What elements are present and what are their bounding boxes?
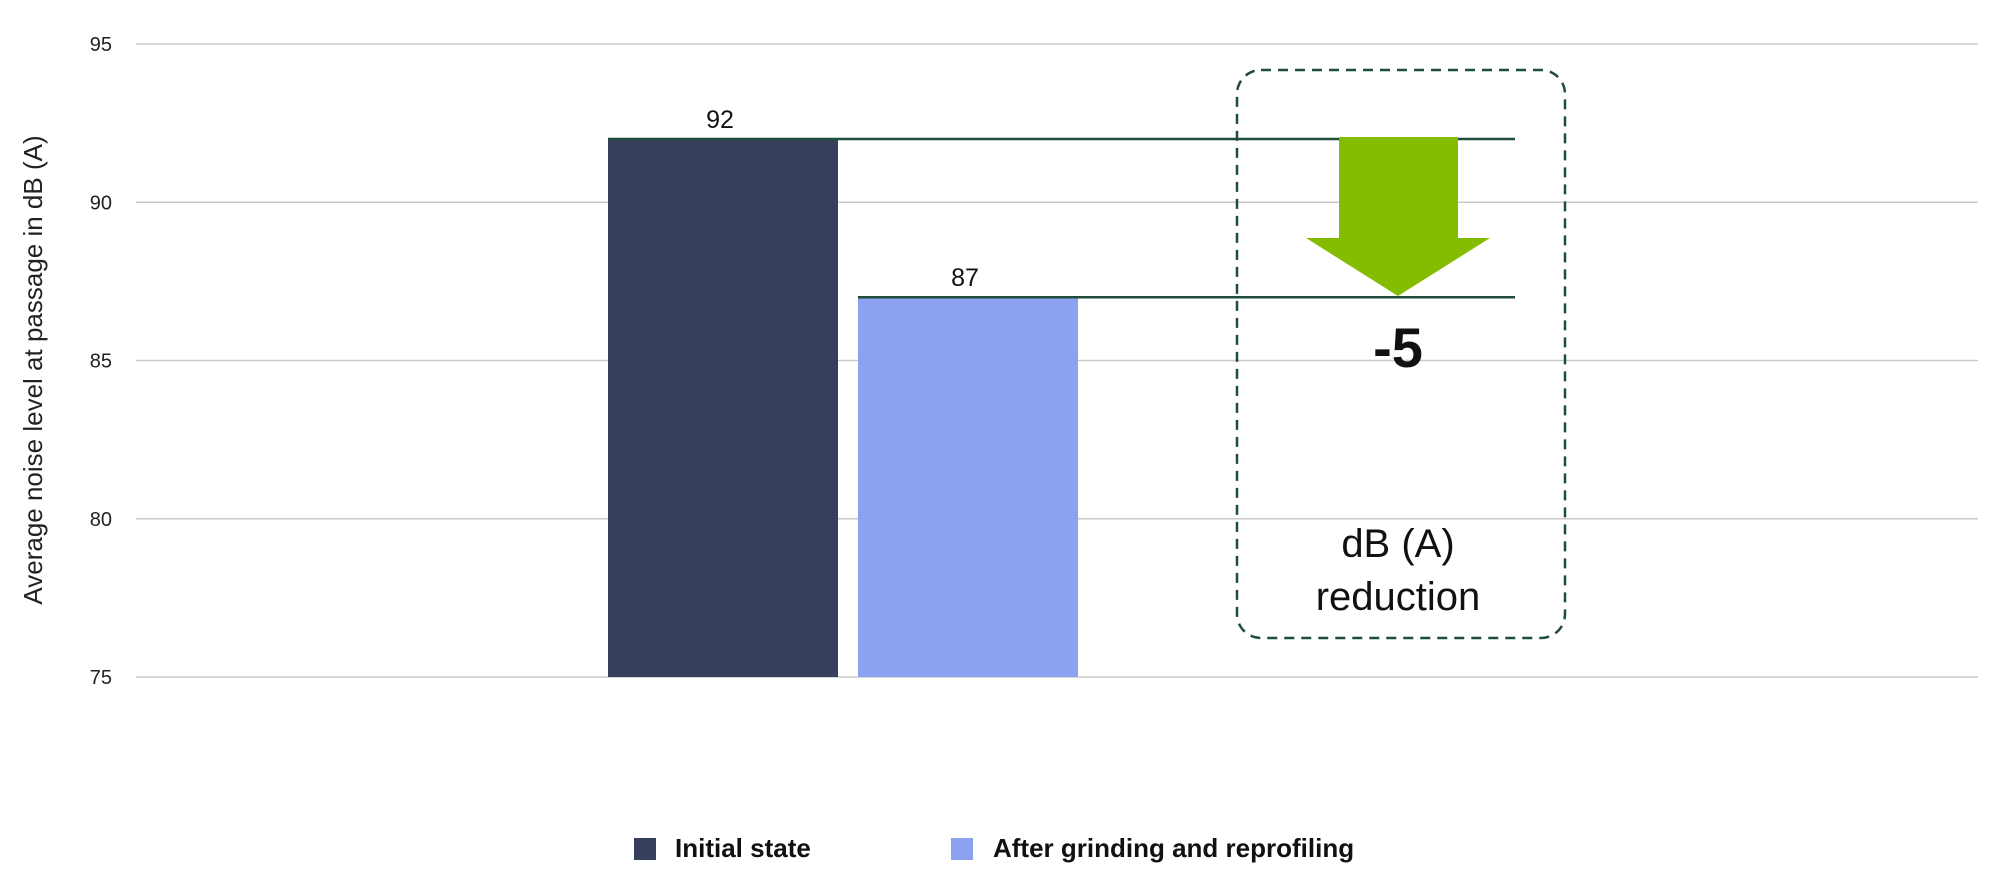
y-tick-label-90: 90: [90, 192, 112, 214]
y-tick-label-75: 75: [90, 667, 112, 689]
legend-swatch-initial: [634, 838, 656, 860]
reduction-unit: dB (A): [1341, 522, 1454, 566]
y-axis-ticks: 75 80 85 90 95: [90, 34, 112, 689]
down-arrow-icon: [1306, 137, 1490, 296]
y-tick-label-95: 95: [90, 34, 112, 56]
reduction-annotation: -5 dB (A) reduction: [1235, 68, 1567, 640]
bars: 92 87: [608, 106, 1078, 677]
data-label-0: 92: [706, 106, 734, 134]
reduction-caption: reduction: [1316, 575, 1481, 619]
bar-0: [608, 138, 838, 677]
legend: Initial state After grinding and reprofi…: [634, 833, 1354, 863]
legend-label-after: After grinding and reprofiling: [993, 833, 1354, 863]
legend-label-initial: Initial state: [675, 833, 811, 863]
bar-1: [858, 297, 1078, 677]
reduction-value: -5: [1373, 316, 1423, 379]
legend-swatch-after: [951, 838, 973, 860]
reduction-box: [1235, 68, 1567, 640]
y-tick-label-85: 85: [90, 351, 112, 373]
y-axis-title: Average noise level at passage in dB (A): [18, 135, 48, 604]
data-label-1: 87: [951, 264, 979, 292]
y-tick-label-80: 80: [90, 509, 112, 531]
